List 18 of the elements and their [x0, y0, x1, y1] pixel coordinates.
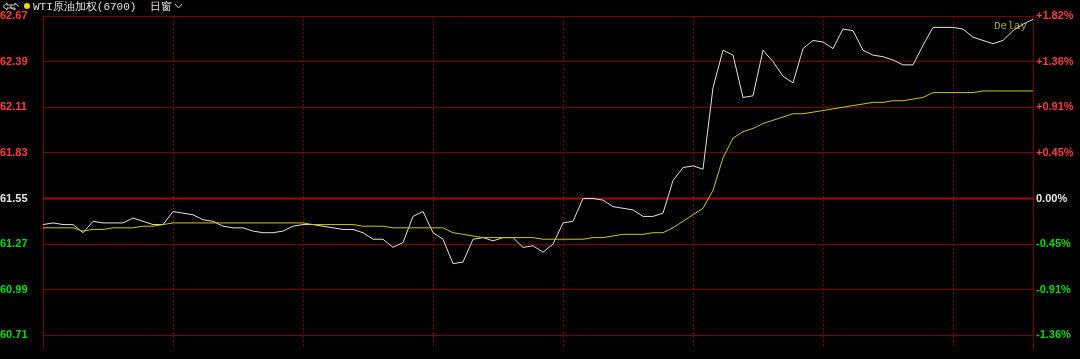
y2-tick-label: 0.00% — [1036, 191, 1068, 204]
y2-tick-label: -0.91% — [1036, 282, 1072, 295]
y-tick-label: 62.11 — [0, 100, 27, 113]
y2-tick-label: +0.91% — [1036, 100, 1074, 113]
y-tick-label: 61.55 — [0, 191, 28, 204]
chart-subtitle: 日窗 — [150, 0, 173, 14]
y2-tick-label: +1.82% — [1036, 9, 1074, 22]
y-tick-label: 62.67 — [0, 9, 28, 22]
y-tick-label: 62.39 — [0, 54, 28, 67]
y2-tick-label: +0.45% — [1036, 145, 1074, 158]
y-tick-label: 61.83 — [0, 145, 28, 158]
chart-title: WTI原油加权(6700) — [33, 0, 137, 14]
y-tick-label: 60.99 — [0, 282, 28, 295]
y2-tick-label: -1.36% — [1036, 328, 1072, 341]
y-tick-label: 61.27 — [0, 237, 28, 250]
y2-tick-label: -0.45% — [1036, 237, 1072, 250]
y2-tick-label: +1.36% — [1036, 54, 1074, 67]
y-tick-label: 60.71 — [0, 328, 28, 341]
